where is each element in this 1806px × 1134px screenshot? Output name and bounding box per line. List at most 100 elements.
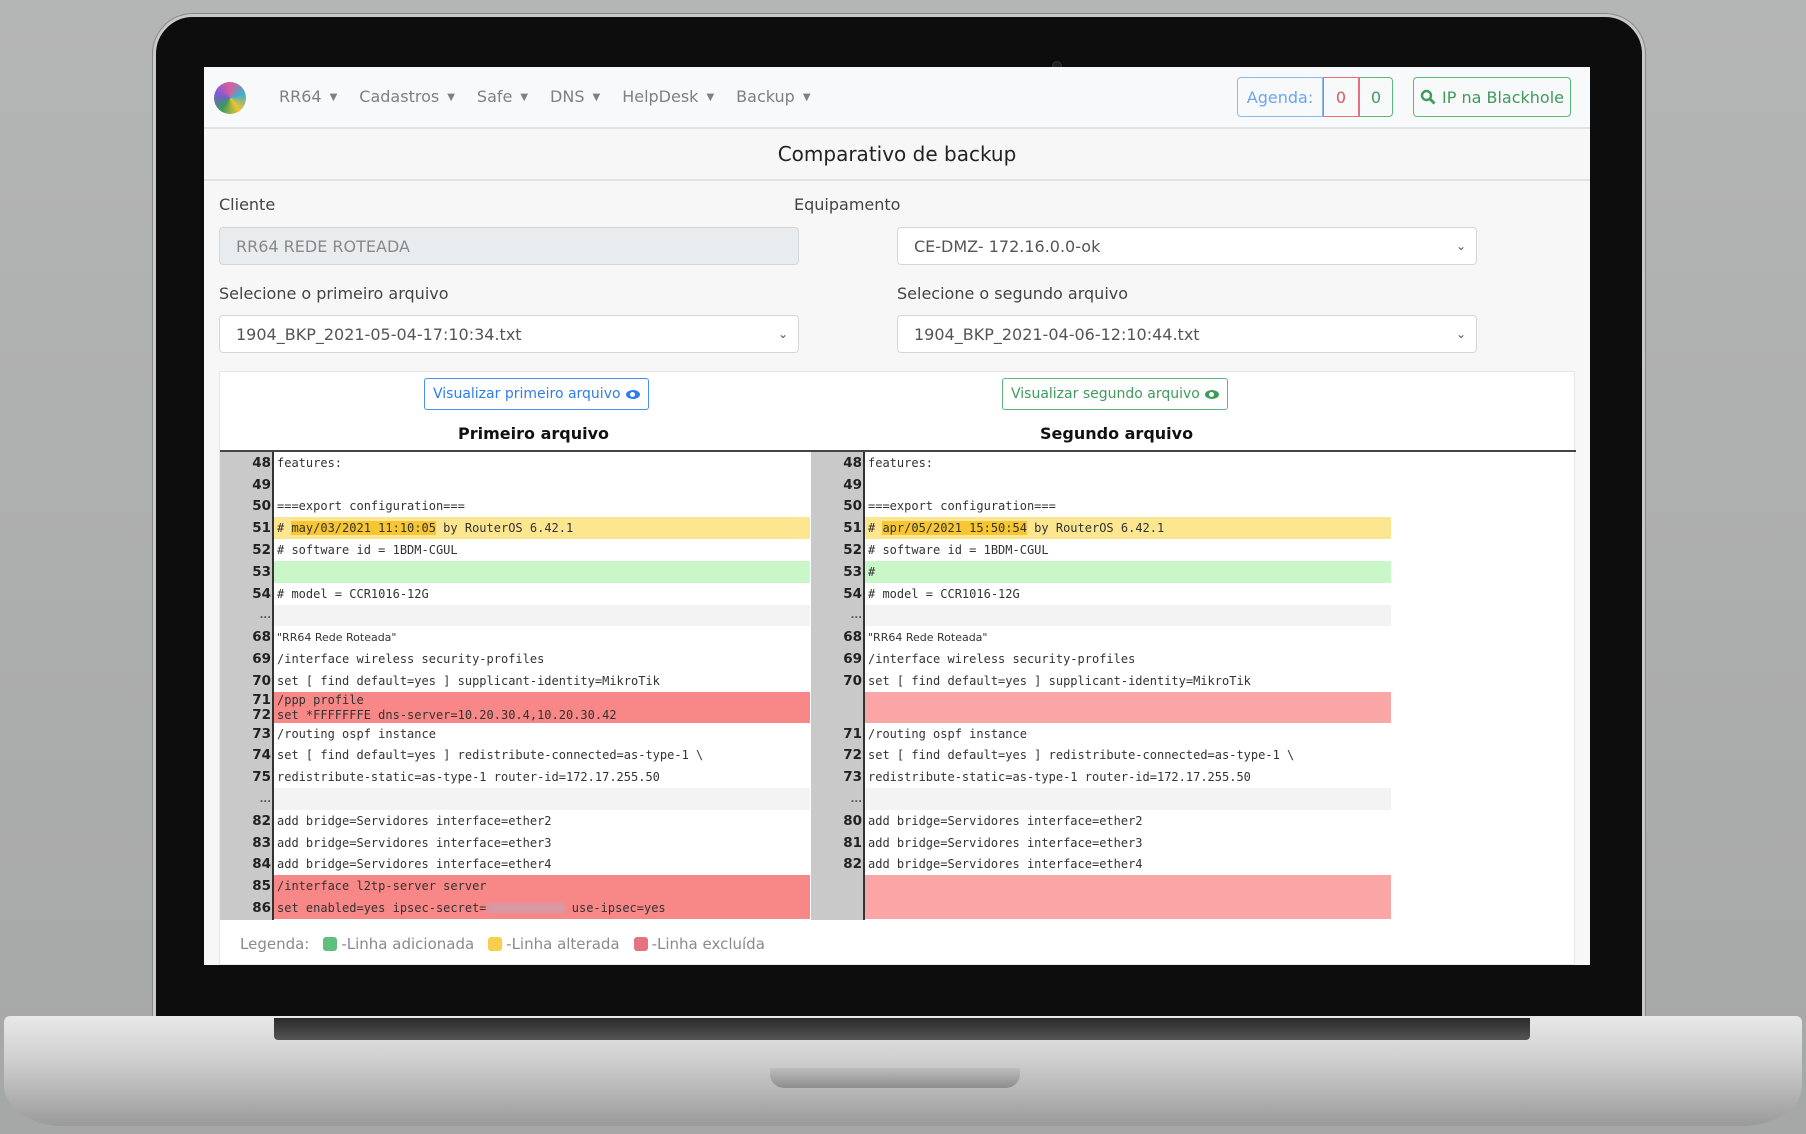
diff-line-gap: ... <box>811 604 1391 627</box>
equipamento-select[interactable]: CE-DMZ- 172.16.0.0-ok ⌄ <box>897 227 1477 265</box>
legend-swatch <box>488 937 503 951</box>
line-text: "RR64 Rede Roteada" <box>277 630 397 644</box>
line-text: /interface wireless security-profiles <box>277 652 545 667</box>
line-text: set [ find default=yes ] supplicant-iden… <box>277 673 660 688</box>
search-icon <box>1420 89 1436 105</box>
line-text <box>865 707 1391 723</box>
diff-line-normal: 70 set [ find default=yes ] supplicant-id… <box>811 670 1391 692</box>
line-text: "RR64 Rede Roteada" <box>868 630 988 644</box>
diff-line-normal: 84 add bridge=Servidores interface=ether4 <box>220 854 810 876</box>
line-text: set enabled=yes ipsec-secret= use-ipsec=… <box>274 897 810 919</box>
legend-text: -Linha alterada <box>506 935 620 953</box>
line-text: # model = CCR1016-12G <box>277 586 429 601</box>
legend: Legenda: -Linha adicionada -Linha altera… <box>240 935 765 953</box>
line-number: 54 <box>252 585 271 602</box>
line-number: 75 <box>252 769 271 786</box>
diff-line-normal: 71/routing ospf instance <box>811 723 1391 745</box>
line-number: 74 <box>252 747 271 764</box>
line-text: redistribute-static=as-type-1 router-id=… <box>277 770 660 785</box>
line-number: 70 <box>252 672 271 689</box>
line-number: 82 <box>252 812 271 829</box>
agenda-green-count[interactable]: 0 <box>1359 77 1393 117</box>
line-text: add bridge=Servidores interface=ether3 <box>868 835 1143 850</box>
ip-blackhole-button[interactable]: IP na Blackhole <box>1413 77 1571 117</box>
nav-label: HelpDesk <box>622 87 699 106</box>
line-number: 84 <box>252 856 271 873</box>
legend-item-added: -Linha adicionada <box>323 935 474 953</box>
line-number: 82 <box>843 856 862 873</box>
second-file-header: Segundo arquivo <box>1040 424 1194 443</box>
line-text: add bridge=Servidores interface=ether2 <box>277 813 552 828</box>
first-file-value: 1904_BKP_2021-05-04-17:10:34.txt <box>236 324 522 344</box>
chevron-down-icon: ⌄ <box>1455 327 1466 341</box>
line-text: /ppp profile <box>274 691 810 708</box>
line-text: # may/03/2021 11:10:05 by RouterOS 6.42.… <box>274 517 810 540</box>
legend-text: -Linha excluída <box>651 935 765 953</box>
line-number: 51 <box>843 520 862 537</box>
line-text: ===export configuration=== <box>868 499 1056 514</box>
line-number: 54 <box>843 585 862 602</box>
first-file-header: Primeiro arquivo <box>458 424 609 443</box>
diff-line-normal: 68 "RR64 Rede Roteada" <box>220 626 810 648</box>
line-text <box>274 604 810 627</box>
line-number: 48 <box>252 454 271 471</box>
caret-down-icon: ▼ <box>447 92 455 103</box>
legend-item-changed: -Linha alterada <box>488 935 620 953</box>
line-text: add bridge=Servidores interface=ether4 <box>868 857 1143 872</box>
nav-dns[interactable]: DNS ▼ <box>550 87 600 106</box>
nav-rr64[interactable]: RR64 ▼ <box>279 87 337 106</box>
page-title: Comparativo de backup <box>204 129 1590 181</box>
second-file-select[interactable]: 1904_BKP_2021-04-06-12:10:44.txt ⌄ <box>897 315 1477 353</box>
line-text <box>865 875 1391 898</box>
diff-line-normal: 48 features: <box>811 452 1391 474</box>
line-text <box>865 691 1391 708</box>
line-number: 72 <box>843 747 862 764</box>
line-text <box>274 560 810 583</box>
right-diff-pane[interactable]: 48 features: 49 50 ===export configuration==… <box>811 452 1391 920</box>
cliente-input[interactable]: RR64 REDE ROTEADA <box>219 227 799 265</box>
line-number: 70 <box>843 672 862 689</box>
brand-logo[interactable] <box>214 82 246 114</box>
eye-icon <box>625 389 640 399</box>
line-number: 85 <box>252 878 271 895</box>
line-number: ... <box>259 793 271 805</box>
line-text: # <box>865 560 1391 583</box>
diff-line-normal: 70 set [ find default=yes ] supplicant-id… <box>220 670 810 692</box>
view-second-file-button[interactable]: Visualizar segundo arquivo <box>1002 378 1228 410</box>
line-text: # software id = 1BDM-CGUL <box>868 543 1049 558</box>
diff-line-normal: 50 ===export configuration=== <box>220 496 810 518</box>
diff-line-gap: ... <box>220 604 810 627</box>
line-text: redistribute-static=as-type-1 router-id=… <box>868 770 1251 785</box>
line-number: 73 <box>843 769 862 786</box>
diff-line-normal: 54 # model = CCR1016-12G <box>811 583 1391 605</box>
line-number: ... <box>259 609 271 621</box>
navbar: RR64 ▼ Cadastros ▼ Safe ▼ DNS ▼ HelpDesk ▼ Ba… <box>204 67 1590 129</box>
nav-safe[interactable]: Safe ▼ <box>477 87 528 106</box>
line-number: 81 <box>843 834 862 851</box>
line-gutter <box>811 452 865 920</box>
diff-line-added: 53 <box>220 560 810 583</box>
left-diff-pane[interactable]: 48 features: 49 50 ===export configuration==… <box>220 452 810 920</box>
line-number: 80 <box>843 812 862 829</box>
nav-menu: RR64 ▼ Cadastros ▼ Safe ▼ DNS ▼ HelpDesk ▼ Ba… <box>279 87 811 106</box>
comparison-panel: Visualizar primeiro arquivo Visualizar s… <box>219 371 1576 965</box>
nav-helpdesk[interactable]: HelpDesk ▼ <box>622 87 714 106</box>
agenda-red-count[interactable]: 0 <box>1323 77 1359 117</box>
nav-backup[interactable]: Backup ▼ <box>736 87 810 106</box>
cliente-value: RR64 REDE ROTEADA <box>236 236 410 256</box>
line-number: 53 <box>843 563 862 580</box>
agenda-group: Agenda: 0 0 <box>1237 77 1393 117</box>
second-file-label: Selecione o segundo arquivo <box>897 284 1129 303</box>
diff-line-deleted: 85/interface l2tp-server server <box>220 875 810 898</box>
nav-cadastros[interactable]: Cadastros ▼ <box>359 87 455 106</box>
legend-item-deleted: -Linha excluída <box>633 935 765 953</box>
diff-line-deleted-empty <box>811 897 1391 919</box>
line-text <box>274 788 810 810</box>
agenda-button[interactable]: Agenda: <box>1237 77 1323 117</box>
view-first-file-button[interactable]: Visualizar primeiro arquivo <box>424 378 649 410</box>
first-file-select[interactable]: 1904_BKP_2021-05-04-17:10:34.txt ⌄ <box>219 315 799 353</box>
legend-label: Legenda: <box>240 935 310 953</box>
line-number: 68 <box>843 629 862 646</box>
diff-line-normal: 50 ===export configuration=== <box>811 496 1391 518</box>
changed-fragment: may/03/2021 11:10:05 <box>291 521 436 536</box>
